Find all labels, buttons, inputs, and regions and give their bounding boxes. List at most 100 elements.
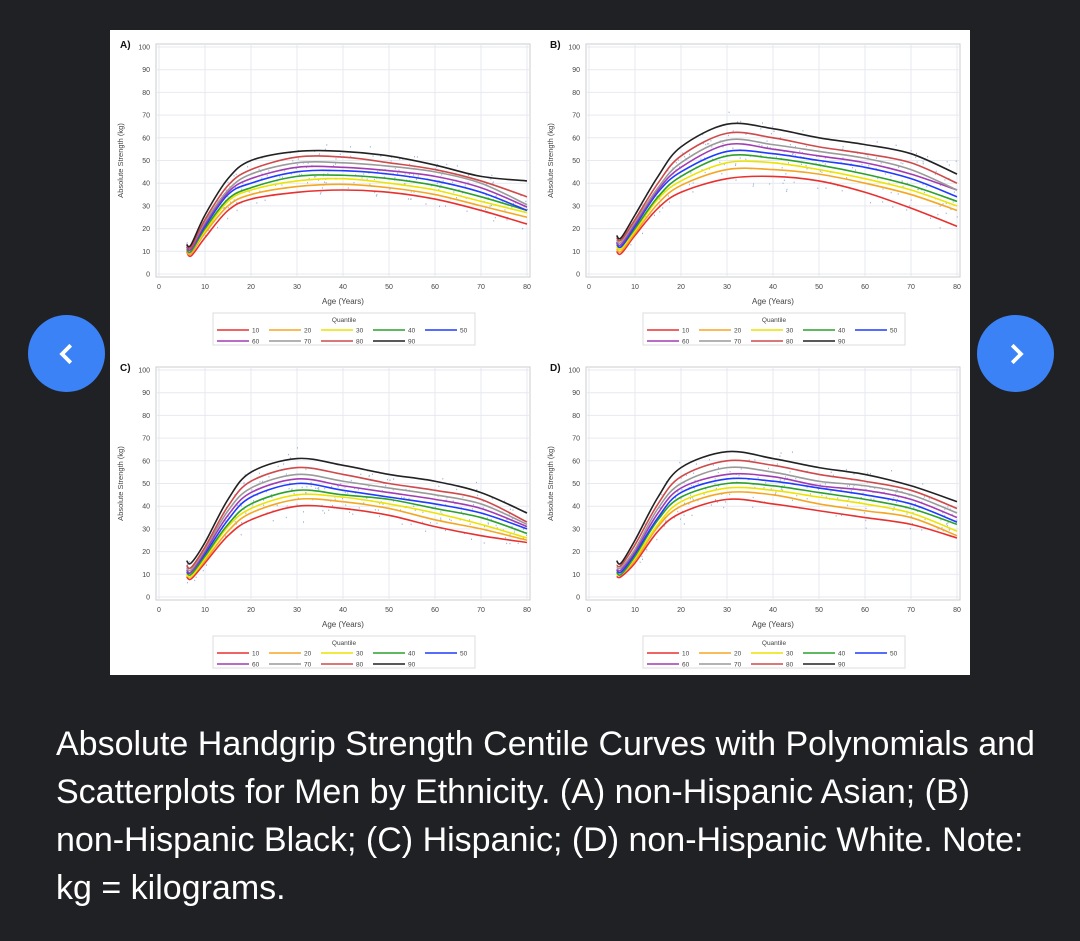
scatter-point: [724, 501, 726, 503]
x-tick-label: 70: [477, 284, 485, 291]
scatter-point: [752, 185, 754, 187]
x-tick-label: 50: [815, 284, 823, 291]
scatter-point: [821, 171, 823, 173]
scatter-point: [955, 160, 957, 162]
quantile-line-20: [186, 497, 528, 579]
y-tick-label: 20: [572, 226, 580, 233]
scatter-point: [760, 128, 762, 130]
legend-entry: 70: [304, 338, 312, 345]
scatter-point: [390, 160, 392, 162]
quantile-line-90: [615, 122, 958, 240]
scatter-point: [792, 152, 794, 155]
scatter-point: [870, 498, 872, 500]
scatter-point: [390, 156, 392, 158]
scatter-point: [236, 202, 238, 204]
scatter-point: [785, 173, 787, 175]
scatter-point: [375, 195, 377, 197]
x-tick-label: 20: [247, 607, 255, 614]
scatter-point: [490, 204, 492, 207]
scatter-point: [495, 524, 497, 527]
scatter-point: [718, 466, 720, 469]
scatter-point: [953, 191, 955, 193]
y-tick-label: 100: [568, 368, 580, 375]
y-tick-label: 90: [572, 67, 580, 74]
scatter-point: [923, 191, 925, 194]
scatter-point: [680, 477, 682, 479]
scatter-point: [467, 181, 469, 184]
scatter-point: [659, 211, 661, 213]
scatter-point: [849, 484, 851, 487]
scatter-point: [446, 163, 448, 166]
scatter-point: [233, 175, 235, 177]
scatter-point: [492, 181, 494, 183]
scatter-point: [848, 498, 850, 500]
scatter-point: [847, 504, 849, 506]
chart-panel-c: 0 10 20 30 40 50 60 70 80 0 10 20 30 40 50 60 70 80 90 100 A…: [110, 353, 540, 675]
scatter-point: [446, 496, 448, 499]
x-tick-label: 0: [587, 607, 591, 614]
scatter-point: [837, 185, 839, 187]
scatter-point: [682, 152, 684, 154]
scatter-point: [400, 509, 402, 511]
chart-c: 0 10 20 30 40 50 60 70 80 0 10 20 30 40 50 60 70 80 90 100 A…: [116, 363, 531, 669]
scatter-point: [916, 161, 918, 163]
scatter-point: [496, 527, 498, 529]
scatter-point: [865, 527, 867, 529]
x-tick-label: 60: [861, 284, 869, 291]
scatter-point: [452, 500, 454, 502]
scatter-point: [898, 166, 900, 169]
quantile-line-30: [186, 177, 528, 254]
scatter-point: [926, 185, 928, 188]
scatter-point: [186, 242, 188, 244]
scatter-point: [324, 148, 326, 151]
scatter-point: [271, 496, 273, 499]
scatter-point: [513, 202, 515, 205]
y-tick-label: 20: [572, 549, 580, 556]
legend-entry: 50: [460, 650, 468, 657]
scatter-point: [325, 182, 327, 184]
scatter-point: [372, 155, 374, 157]
scatter-point: [225, 189, 227, 191]
scatter-point: [195, 576, 197, 578]
quantile-line-10: [616, 175, 958, 256]
scatter-point: [795, 477, 797, 480]
scatter-point: [896, 498, 898, 501]
scatter-point: [662, 207, 664, 209]
scatter-point: [445, 503, 447, 506]
scatter-point: [892, 509, 894, 512]
scatter-point: [802, 130, 804, 132]
x-tick-label: 60: [431, 607, 439, 614]
scatter-point: [694, 479, 696, 482]
scatter-point: [884, 173, 886, 175]
scatter-point: [371, 473, 373, 475]
legend-entry: 20: [304, 650, 312, 657]
scatter-point: [377, 170, 379, 173]
scatter-point: [817, 187, 819, 189]
scatter-point: [504, 537, 506, 539]
scatter-point: [711, 158, 713, 161]
scatter-point: [393, 500, 395, 502]
previous-image-button[interactable]: [28, 315, 105, 392]
scatter-point: [937, 528, 939, 530]
scatter-point: [235, 173, 237, 175]
scatter-point: [784, 476, 786, 478]
scatter-point: [483, 542, 485, 544]
x-tick-label: 50: [385, 607, 393, 614]
scatter-point: [875, 157, 877, 159]
y-tick-label: 30: [572, 203, 580, 210]
scatter-point: [901, 180, 903, 182]
scatter-point: [791, 451, 793, 453]
scatter-point: [321, 187, 323, 189]
quantile-line-70: [616, 466, 958, 570]
scatter-point: [783, 484, 785, 487]
scatter-point: [324, 512, 326, 514]
scatter-point: [850, 490, 852, 492]
chart-panel-d: 0 10 20 30 40 50 60 70 80 0 10 20 30 40 50 60 70 80 90 100 A…: [540, 353, 970, 675]
scatter-point: [846, 485, 848, 487]
scatter-point: [921, 529, 923, 531]
scatter-point: [281, 184, 283, 186]
legend-entry: 20: [304, 327, 312, 334]
scatter-point: [892, 499, 894, 502]
next-image-button[interactable]: [977, 315, 1054, 392]
scatter-point: [942, 512, 944, 514]
